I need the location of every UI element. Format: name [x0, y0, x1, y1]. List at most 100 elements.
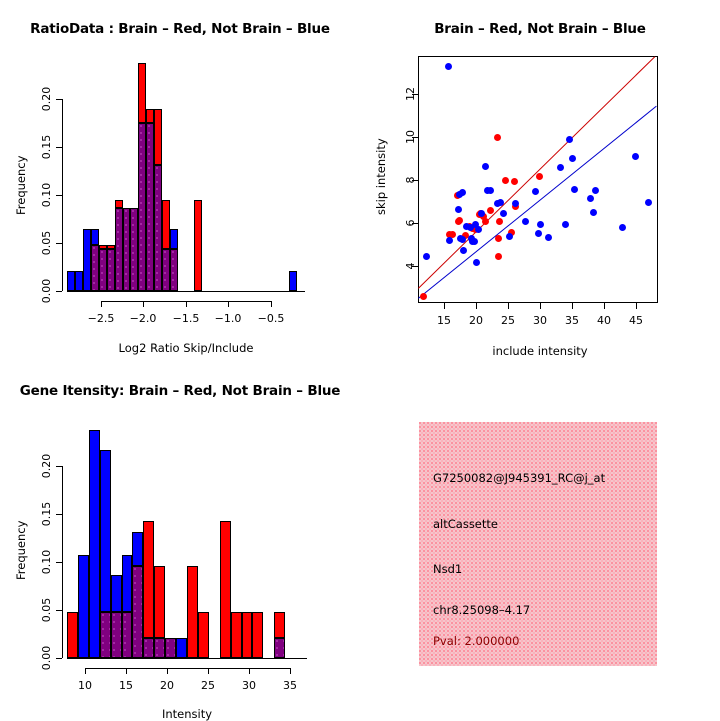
histogram-bar-blue: [132, 532, 144, 566]
histogram-bar-overlap: [106, 248, 115, 291]
scatter-ytick-2: [412, 180, 418, 181]
scatter-point-red: [456, 216, 464, 224]
ratio-xtick-0: [101, 301, 102, 307]
histogram-bar-overlap: [90, 245, 99, 291]
histogram-bar-overlap: [132, 566, 144, 658]
scatter-point-blue: [486, 186, 494, 194]
histogram-bar-red: [154, 108, 163, 166]
histogram-bar-blue: [289, 270, 298, 291]
gene-ytick-2: [56, 562, 62, 563]
scatter-point-red: [449, 230, 457, 238]
scatter-point-blue: [459, 236, 467, 244]
scatter-point-blue: [499, 210, 507, 218]
scatter-point-blue: [497, 198, 505, 206]
gene-histogram-xaxis: [85, 668, 291, 669]
scatter-xtick-0: [444, 303, 445, 309]
scatter-point-blue: [445, 237, 453, 245]
scatter-point-blue: [570, 185, 578, 193]
scatter-point-red: [420, 293, 428, 301]
histogram-bar-blue: [88, 429, 100, 658]
histogram-bar-red: [146, 108, 155, 124]
histogram-bar-overlap: [122, 207, 131, 291]
scatter-point-red: [536, 172, 544, 180]
histogram-bar-overlap: [154, 637, 166, 658]
ratio-xtick-label-0: −2.5: [87, 312, 115, 325]
scatter-ytick-0: [412, 266, 418, 267]
histogram-bar-overlap: [138, 123, 147, 291]
gene-histogram-baseline: [67, 658, 307, 659]
histogram-bar-blue: [110, 574, 122, 612]
ratio-ytick-0: [56, 291, 62, 292]
scatter-xtick-label-0: 15: [437, 314, 451, 327]
gene-xtick-0: [85, 668, 86, 674]
scatter-ytick-label-2: 8: [404, 176, 417, 184]
scatter-point-blue: [632, 153, 640, 161]
locus-text: chr8.25098–4.17: [433, 603, 531, 617]
gene-xtick-label-0: 10: [78, 679, 92, 692]
histogram-bar-red: [187, 566, 198, 658]
ratio-histogram-title: RatioData : Brain – Red, Not Brain – Blu…: [30, 21, 330, 37]
histogram-bar-red: [154, 566, 166, 638]
scatter-point-blue: [481, 163, 489, 171]
histogram-bar-red: [274, 612, 286, 638]
histogram-bar-blue: [82, 228, 91, 291]
scatter-point-blue: [459, 246, 467, 254]
scatter-point-blue: [565, 136, 573, 144]
scatter-point-blue: [561, 221, 569, 229]
event-type-text: altCassette: [433, 517, 498, 531]
histogram-bar-red: [219, 520, 231, 658]
ratio-xtick-label-3: −1.0: [214, 312, 242, 325]
histogram-bar-overlap: [146, 123, 155, 291]
ratio-xtick-label-1: −2.0: [129, 312, 157, 325]
ratio-histogram-xlabel: Log2 Ratio Skip/Include: [118, 341, 254, 355]
scatter-xtick-6: [636, 303, 637, 309]
scatter-point-blue: [511, 199, 519, 207]
gene-xtick-3: [208, 668, 209, 674]
gene-xtick-label-2: 20: [160, 679, 174, 692]
gene-xtick-5: [290, 668, 291, 674]
ratio-xtick-4: [271, 301, 272, 307]
gene-histogram-yaxis: [62, 466, 63, 658]
histogram-bar-blue: [67, 270, 75, 291]
scatter-xtick-label-3: 30: [533, 314, 547, 327]
scatter-point-blue: [454, 206, 462, 214]
gene-xtick-label-3: 25: [201, 679, 215, 692]
scatter-xtick-label-4: 35: [565, 314, 579, 327]
ratio-xtick-3: [228, 301, 229, 307]
ratio-xtick-label-2: −1.5: [172, 312, 200, 325]
scatter-point-blue: [470, 238, 478, 246]
scatter-xlabel: include intensity: [492, 344, 588, 358]
gene-histogram-bars: [0, 360, 360, 720]
scatter-point-blue: [444, 63, 452, 71]
histogram-bar-red: [193, 199, 202, 291]
ratio-xtick-2: [186, 301, 187, 307]
ratio-ytick-2: [56, 195, 62, 196]
ratio-xtick-label-4: −0.5: [257, 312, 285, 325]
scatter-points-layer: [360, 0, 720, 360]
histogram-bar-overlap: [110, 612, 122, 658]
scatter-ytick-label-0: 4: [404, 262, 417, 270]
histogram-bar-red: [138, 62, 147, 124]
histogram-bar-overlap: [162, 248, 171, 291]
scatter-point-blue: [556, 164, 564, 172]
histogram-bar-blue: [77, 554, 89, 658]
ratio-ytick-1: [56, 243, 62, 244]
histogram-bar-overlap: [165, 637, 177, 658]
scatter-point-blue: [472, 221, 480, 229]
scatter-point-blue: [589, 209, 597, 217]
histogram-bar-red: [114, 199, 123, 208]
histogram-bar-red: [230, 612, 242, 658]
panel-ratio-histogram: RatioData : Brain – Red, Not Brain – Blu…: [0, 0, 360, 360]
scatter-xtick-label-6: 45: [629, 314, 643, 327]
scatter-title: Brain – Red, Not Brain – Blue: [434, 21, 646, 37]
histogram-bar-overlap: [170, 248, 179, 291]
scatter-plot-frame: [418, 56, 658, 303]
scatter-point-blue: [506, 232, 514, 240]
histogram-bar-blue: [176, 637, 187, 658]
scatter-point-red: [486, 207, 494, 215]
scatter-xtick-label-5: 40: [597, 314, 611, 327]
ratio-histogram-bars: [0, 0, 360, 360]
histogram-bar-red: [143, 520, 155, 638]
scatter-point-blue: [522, 217, 530, 225]
histogram-bar-overlap: [130, 207, 139, 291]
